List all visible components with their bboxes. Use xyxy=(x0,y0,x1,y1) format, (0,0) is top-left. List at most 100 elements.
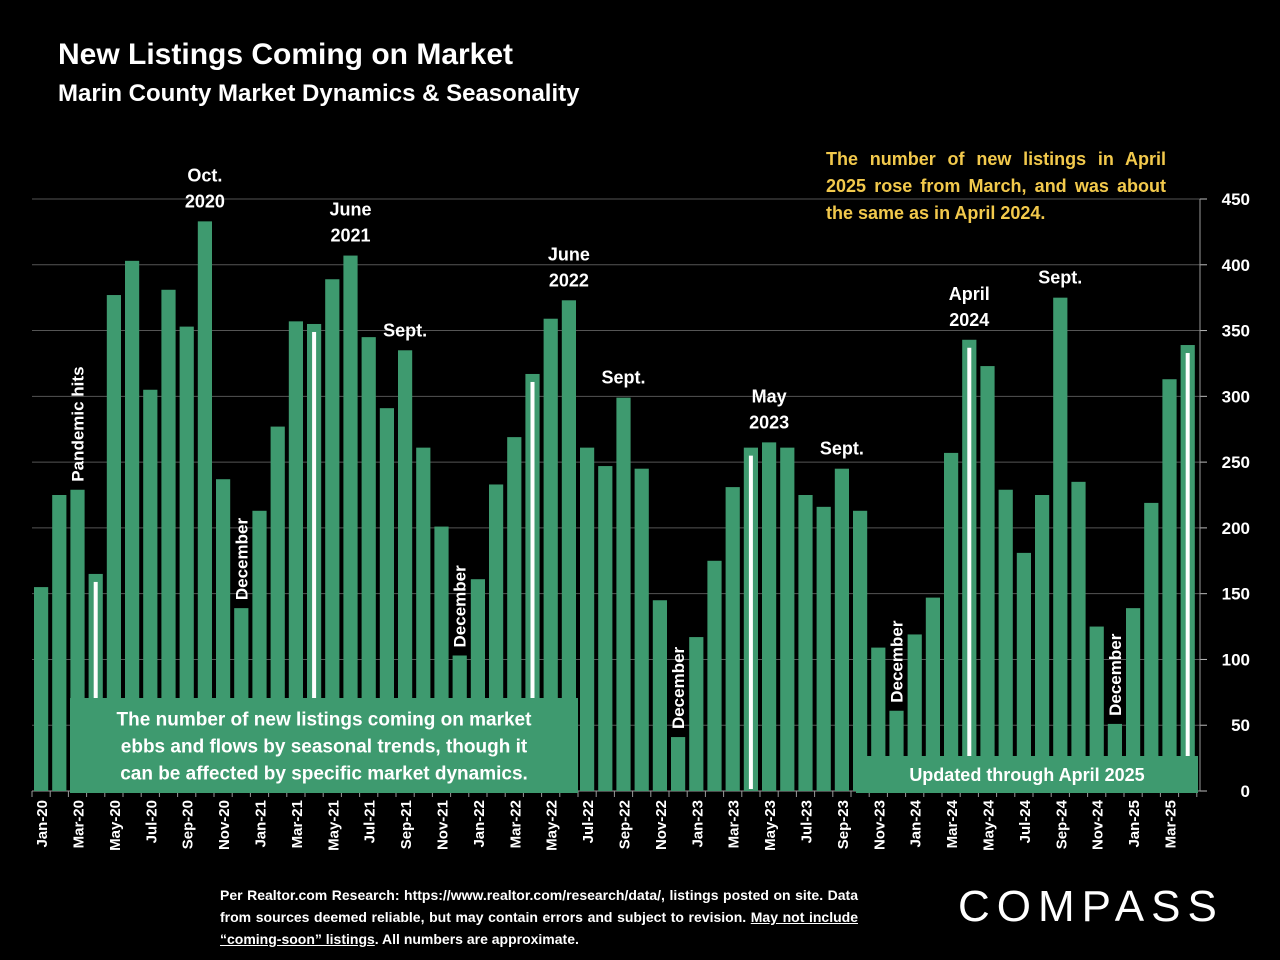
y-tick-label: 50 xyxy=(1231,716,1250,735)
vertical-annotation: December xyxy=(669,646,688,729)
x-tick-label: Nov-21 xyxy=(435,800,452,850)
bar-Jan-23 xyxy=(689,637,704,791)
highlight-mark-Apr-23 xyxy=(748,455,753,789)
bar-Jun-23 xyxy=(780,447,795,791)
bar-May-23 xyxy=(762,442,777,791)
highlight-marks xyxy=(93,331,1190,789)
bar-Feb-25 xyxy=(1144,502,1159,791)
y-tick-label: 250 xyxy=(1222,453,1250,472)
bar-Jan-20 xyxy=(34,587,49,791)
callout-text: The number of new listings coming on mar… xyxy=(117,709,533,730)
y-tick-label: 100 xyxy=(1222,650,1250,669)
x-tick-label: Sep-22 xyxy=(617,800,634,849)
bar-Jun-21 xyxy=(343,255,358,791)
bar-Jul-22 xyxy=(580,447,595,791)
y-tick-label: 450 xyxy=(1222,190,1250,209)
vertical-annotation: December xyxy=(1106,633,1125,716)
logo-letters-rest: MPASS xyxy=(1038,882,1224,931)
y-tick-label: 0 xyxy=(1241,782,1250,801)
x-tick-label: May-20 xyxy=(107,800,124,851)
callout-text: can be affected by specific market dynam… xyxy=(120,763,528,784)
bar-Jun-22 xyxy=(561,300,576,791)
x-tick-label: Jan-22 xyxy=(471,800,488,848)
x-tick-label: Mar-22 xyxy=(507,800,524,848)
callout-box xyxy=(70,698,578,793)
bar-Sep-21 xyxy=(398,350,413,791)
x-tick-label: Sep-23 xyxy=(835,800,852,849)
bar-Oct-23 xyxy=(853,510,868,791)
bar-annotation: 2021 xyxy=(330,226,370,246)
source-footnote: Per Realtor.com Research: https://www.re… xyxy=(220,884,858,950)
bar-Feb-20 xyxy=(52,495,67,791)
bar-Nov-24 xyxy=(1089,626,1104,791)
bar-Oct-20 xyxy=(197,221,212,791)
x-axis-labels: Jan-20 Mar-20 May-20 Jul-20 Sep-20 Nov-20 Jan-… xyxy=(34,799,1179,851)
x-tick-label: Jan-24 xyxy=(908,799,925,847)
x-tick-label: Jul-24 xyxy=(1017,799,1034,843)
bar-May-20 xyxy=(106,295,121,791)
highlight-mark-Apr-25 xyxy=(1185,353,1190,789)
x-tick-label: May-24 xyxy=(981,799,998,851)
x-tick-label: Jan-23 xyxy=(689,800,706,848)
bar-annotation: 2023 xyxy=(749,412,789,432)
bar-Dec-22 xyxy=(671,737,686,791)
bar-annotation: Sept. xyxy=(383,320,427,340)
callout-text: Updated through April 2025 xyxy=(909,765,1144,785)
logo-o-glyph: O xyxy=(996,882,1039,931)
x-tick-label: Jan-20 xyxy=(34,800,51,848)
bar-Aug-23 xyxy=(816,506,831,791)
bar-May-21 xyxy=(325,279,340,791)
bar-annotation: 2022 xyxy=(549,270,589,290)
bar-Mar-23 xyxy=(725,487,740,791)
x-tick-label: Mar-24 xyxy=(944,799,961,848)
vertical-annotation: December xyxy=(451,565,470,648)
callout-box xyxy=(856,756,1198,793)
logo-letter-c: C xyxy=(958,882,997,931)
x-tick-label: Nov-20 xyxy=(216,800,233,850)
bar-annotation: April xyxy=(949,284,990,304)
y-tick-label: 150 xyxy=(1222,585,1250,604)
x-tick-label: Jul-22 xyxy=(580,800,597,843)
bar-Mar-24 xyxy=(944,452,959,791)
y-axis-labels: 0 50 100 150 200 250 300 350 400 450 xyxy=(1222,190,1250,801)
x-tick-label: May-22 xyxy=(544,800,561,851)
x-tick-label: Jul-21 xyxy=(362,800,379,843)
bar-Oct-22 xyxy=(634,468,649,791)
bar-May-22 xyxy=(543,318,558,791)
vertical-annotation: December xyxy=(232,518,251,601)
x-tick-label: Mar-23 xyxy=(726,800,743,848)
x-tick-label: Mar-25 xyxy=(1163,800,1180,848)
bar-Aug-21 xyxy=(379,408,394,791)
x-tick-label: Sep-20 xyxy=(180,800,197,849)
chart-subtitle: Marin County Market Dynamics & Seasonali… xyxy=(58,80,580,107)
bar-Feb-23 xyxy=(707,560,722,791)
bar-Sep-24 xyxy=(1053,297,1068,791)
y-tick-label: 200 xyxy=(1222,519,1250,538)
x-tick-label: Nov-24 xyxy=(1090,799,1107,850)
bar-annotation: June xyxy=(329,200,371,220)
x-tick-label: Sep-21 xyxy=(398,800,415,849)
bar-Nov-23 xyxy=(871,647,886,791)
x-tick-label: May-23 xyxy=(762,800,779,851)
bar-annotation: May xyxy=(752,386,787,406)
bar-Jul-20 xyxy=(143,389,158,791)
bar-Sep-22 xyxy=(616,397,631,791)
bar-annotation: Oct. xyxy=(187,165,222,185)
bar-Jul-24 xyxy=(1016,552,1031,791)
bar-annotation: 2020 xyxy=(185,191,225,211)
x-tick-label: Nov-23 xyxy=(871,800,888,850)
callout-text: ebbs and flows by seasonal trends, thoug… xyxy=(121,736,528,757)
bar-May-24 xyxy=(980,366,995,791)
x-tick-label: Mar-21 xyxy=(289,800,306,848)
bar-Jan-25 xyxy=(1126,608,1141,791)
bar-Sep-20 xyxy=(179,326,194,791)
vertical-annotation: Pandemic hits xyxy=(69,366,88,481)
bar-Jun-24 xyxy=(998,489,1013,791)
bar-annotation: Sept. xyxy=(601,368,645,388)
bar-annotation: June xyxy=(548,244,590,264)
bar-Jul-21 xyxy=(361,337,376,791)
x-tick-label: Jan-25 xyxy=(1126,800,1143,848)
callout-boxes: The number of new listings coming on mar… xyxy=(70,698,1198,793)
highlight-mark-Apr-21 xyxy=(312,331,317,789)
